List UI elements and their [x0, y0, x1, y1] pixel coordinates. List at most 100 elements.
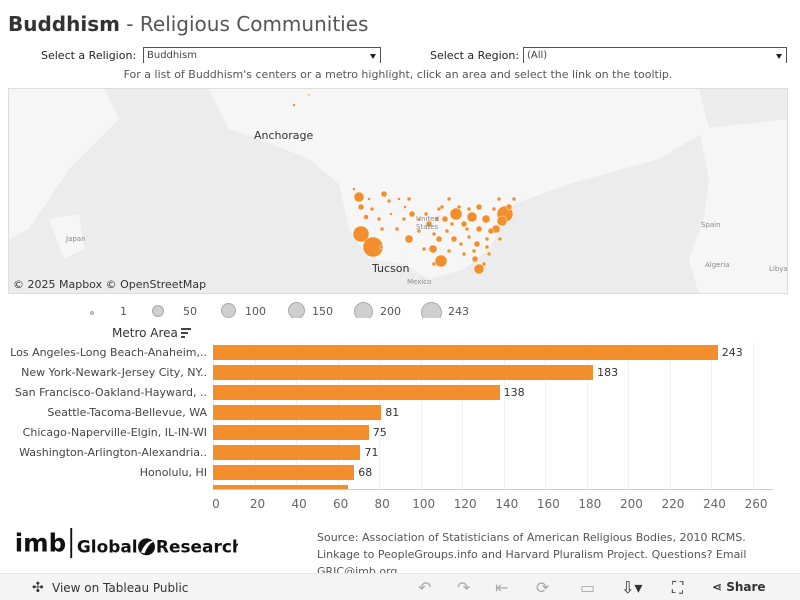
metro-markers[interactable]: [292, 93, 517, 275]
metro-marker[interactable]: [486, 251, 492, 257]
metro-marker[interactable]: [436, 206, 442, 212]
metro-marker[interactable]: [406, 196, 412, 202]
metro-marker[interactable]: [425, 220, 433, 228]
metro-marker[interactable]: [404, 234, 414, 244]
metro-marker[interactable]: [417, 217, 421, 221]
metro-marker[interactable]: [352, 225, 370, 243]
metro-marker[interactable]: [408, 210, 416, 218]
metro-marker[interactable]: [466, 211, 478, 223]
metro-marker[interactable]: [475, 203, 483, 211]
metro-marker[interactable]: [446, 248, 452, 254]
metro-marker[interactable]: [416, 228, 422, 234]
metro-marker[interactable]: [456, 204, 462, 210]
metro-marker[interactable]: [449, 207, 463, 221]
metro-marker[interactable]: [497, 236, 503, 242]
dropdown-arrow-icon: [370, 54, 376, 59]
metro-marker[interactable]: [487, 227, 495, 235]
metro-marker[interactable]: [434, 254, 448, 268]
metro-marker[interactable]: [431, 231, 437, 237]
bar[interactable]: [213, 465, 355, 480]
metro-area-header[interactable]: Metro Area: [112, 326, 178, 340]
metro-marker[interactable]: [511, 196, 517, 202]
metro-marker[interactable]: [473, 263, 485, 275]
religion-select[interactable]: Buddhism: [143, 47, 381, 63]
metro-marker[interactable]: [378, 244, 384, 250]
bar[interactable]: [213, 365, 594, 380]
metro-marker[interactable]: [444, 228, 450, 234]
fullscreen-icon[interactable]: ⛶: [672, 578, 684, 597]
metro-marker[interactable]: [307, 93, 311, 97]
metro-marker[interactable]: [367, 197, 371, 201]
metro-marker[interactable]: [423, 211, 429, 217]
metro-marker[interactable]: [386, 198, 392, 204]
metro-marker[interactable]: [441, 215, 449, 223]
metro-marker[interactable]: [449, 221, 455, 227]
metro-marker[interactable]: [357, 203, 365, 211]
metro-marker[interactable]: [352, 187, 356, 191]
metro-marker[interactable]: [464, 226, 470, 232]
map-attribution[interactable]: © 2025 Mapbox © OpenStreetMap: [13, 278, 207, 291]
metro-marker[interactable]: [484, 236, 490, 242]
bar[interactable]: [213, 405, 382, 420]
metro-marker[interactable]: [481, 214, 491, 224]
metro-marker[interactable]: [394, 226, 400, 232]
bar[interactable]: [213, 445, 361, 460]
metro-marker[interactable]: [505, 203, 513, 211]
bar[interactable]: [213, 385, 500, 400]
refresh-icon[interactable]: ⟳: [536, 578, 550, 597]
metro-marker[interactable]: [376, 216, 382, 222]
metro-marker[interactable]: [471, 248, 477, 254]
undo-icon[interactable]: ↶: [418, 578, 432, 597]
pause-icon[interactable]: ▭: [580, 578, 596, 597]
metro-marker[interactable]: [446, 196, 452, 202]
sort-descending-icon[interactable]: [181, 328, 191, 338]
metro-marker[interactable]: [380, 190, 388, 198]
metro-marker[interactable]: [450, 235, 458, 243]
metro-marker[interactable]: [461, 251, 467, 257]
metro-marker[interactable]: [363, 214, 369, 220]
download-icon[interactable]: ⇩▾: [621, 578, 643, 597]
metro-marker[interactable]: [484, 244, 490, 250]
metro-marker[interactable]: [466, 234, 472, 240]
bar[interactable]: [213, 425, 369, 440]
x-axis-tick-label: 160: [536, 497, 560, 511]
metro-marker[interactable]: [401, 216, 407, 222]
metro-marker[interactable]: [460, 220, 468, 228]
metro-marker[interactable]: [431, 261, 437, 267]
metro-marker[interactable]: [389, 212, 393, 216]
bar[interactable]: [213, 345, 718, 360]
metro-marker[interactable]: [379, 226, 385, 232]
metro-marker[interactable]: [481, 261, 487, 267]
metro-marker[interactable]: [496, 196, 502, 202]
metro-marker[interactable]: [496, 215, 508, 227]
gridline: [753, 343, 755, 489]
share-button[interactable]: ⋖ Share: [712, 580, 766, 594]
metro-marker[interactable]: [397, 197, 401, 201]
map-canvas: [9, 89, 787, 293]
map-view[interactable]: Anchorage Tucson Japan United States Mex…: [8, 88, 788, 294]
metro-marker[interactable]: [421, 246, 427, 252]
metro-marker[interactable]: [369, 206, 375, 212]
metro-marker[interactable]: [471, 255, 479, 263]
revert-icon[interactable]: ⇤: [495, 578, 509, 597]
metro-marker[interactable]: [428, 244, 438, 254]
region-select[interactable]: (All): [523, 47, 787, 63]
metro-marker[interactable]: [353, 191, 365, 203]
redo-icon[interactable]: ↷: [457, 578, 471, 597]
metro-marker[interactable]: [491, 206, 497, 212]
metro-marker[interactable]: [458, 241, 464, 247]
metro-marker[interactable]: [292, 103, 296, 107]
metro-marker[interactable]: [473, 240, 481, 248]
imb-global-research-logo[interactable]: imb Global Research: [8, 528, 238, 560]
metro-marker[interactable]: [403, 205, 407, 209]
metro-marker[interactable]: [475, 225, 483, 233]
metro-marker[interactable]: [434, 216, 440, 222]
x-axis-tick-label: 140: [495, 497, 519, 511]
bar[interactable]: [213, 485, 348, 489]
x-axis-tick-label: 180: [578, 497, 602, 511]
metro-marker[interactable]: [466, 206, 472, 212]
view-on-tableau-public-button[interactable]: ✣ View on Tableau Public: [32, 580, 188, 596]
map-label-spain: Spain: [701, 221, 721, 229]
metro-marker[interactable]: [439, 204, 445, 210]
metro-marker[interactable]: [435, 235, 443, 243]
